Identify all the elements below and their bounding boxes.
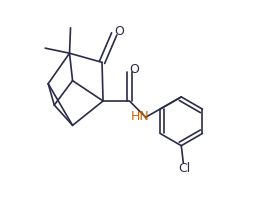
Text: O: O [114, 25, 124, 38]
Text: Cl: Cl [178, 162, 190, 175]
Text: HN: HN [130, 110, 149, 123]
Text: O: O [130, 63, 139, 76]
